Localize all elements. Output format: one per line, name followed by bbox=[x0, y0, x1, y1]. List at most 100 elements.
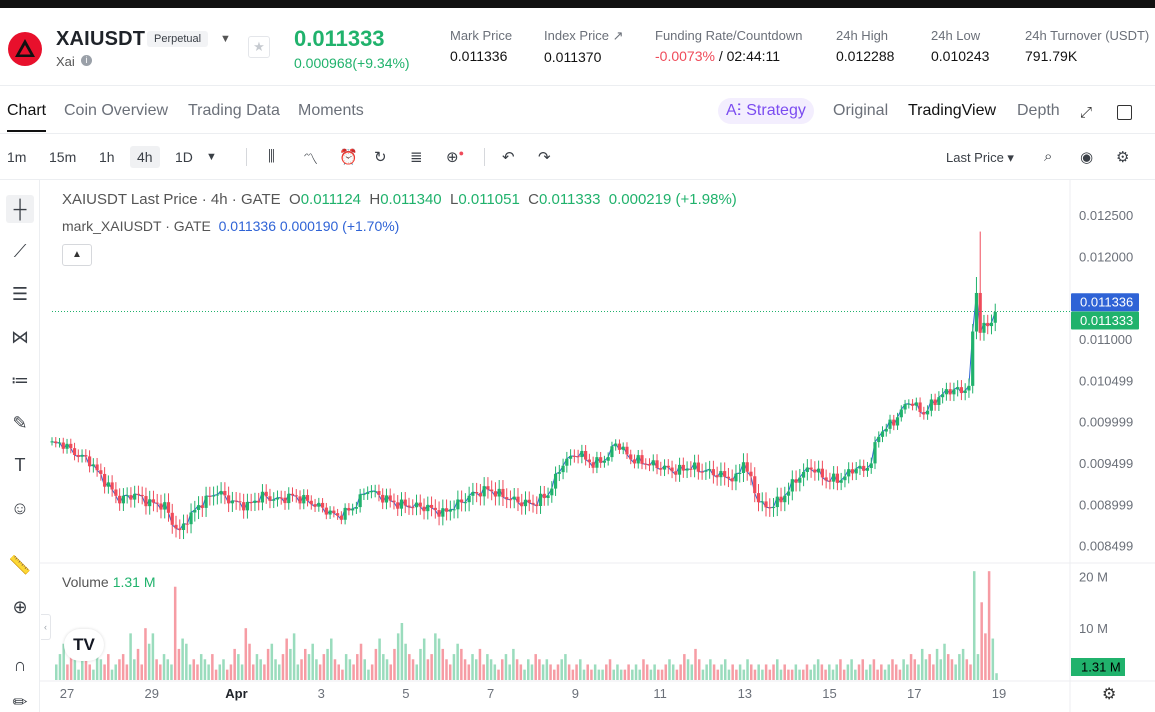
volume-bar bbox=[404, 643, 407, 680]
fib-icon[interactable]: ≔ bbox=[11, 370, 29, 390]
candle-body bbox=[873, 442, 877, 464]
indicators-icon[interactable]: 〽 bbox=[303, 151, 319, 168]
volume-bar bbox=[943, 643, 946, 680]
candle-body bbox=[324, 507, 328, 515]
x-tick-label: 17 bbox=[907, 686, 921, 701]
interval-1d[interactable]: 1D bbox=[175, 149, 193, 165]
candle-body bbox=[444, 508, 449, 512]
gear-icon[interactable]: ⚙ bbox=[1116, 149, 1130, 166]
interval-1h[interactable]: 1h bbox=[99, 149, 115, 165]
candle-body bbox=[230, 500, 234, 504]
volume-bar bbox=[456, 643, 459, 680]
volume-bar bbox=[954, 664, 957, 680]
volume-bar bbox=[891, 659, 894, 680]
view-tradingview[interactable]: TradingView bbox=[908, 102, 997, 119]
stat-index-price[interactable]: Index Price ↗ 0.011370 bbox=[544, 28, 624, 65]
candle-body bbox=[542, 493, 546, 499]
candle-body bbox=[87, 456, 92, 467]
legend-collapse-button[interactable]: ▲ bbox=[62, 244, 92, 266]
horizontal-lines-icon[interactable]: ☰ bbox=[11, 284, 29, 304]
templates-icon[interactable]: ≣ bbox=[410, 149, 423, 166]
volume-bar bbox=[296, 664, 300, 680]
view-original[interactable]: Original bbox=[833, 102, 889, 119]
volume-bar bbox=[571, 669, 575, 680]
interval-4h[interactable]: 4h bbox=[130, 146, 160, 168]
candle-body bbox=[148, 499, 152, 507]
tab-chart[interactable]: Chart bbox=[7, 102, 47, 119]
tab-trading-data[interactable]: Trading Data bbox=[188, 102, 280, 119]
candle-type-icon[interactable]: ⫼ bbox=[268, 148, 275, 165]
emoji-icon[interactable]: ☺ bbox=[10, 498, 30, 518]
volume-bar bbox=[991, 638, 995, 680]
ruler-icon[interactable]: 📏 bbox=[8, 555, 32, 575]
brush-icon[interactable]: ✎ bbox=[12, 413, 28, 433]
candle-body bbox=[133, 493, 137, 500]
volume-bar bbox=[920, 648, 924, 680]
chevron-down-icon[interactable]: ▼ bbox=[220, 33, 231, 45]
favorite-star-button[interactable]: ★ bbox=[248, 36, 270, 58]
candle-body bbox=[982, 322, 986, 333]
interval-dropdown-icon[interactable]: ▼ bbox=[206, 151, 217, 163]
trend-line-icon[interactable]: ⟋ bbox=[13, 241, 27, 261]
active-tab-underline bbox=[7, 130, 46, 132]
strategy-button[interactable]: Aⵗ Strategy bbox=[718, 98, 814, 124]
volume-bar bbox=[185, 643, 188, 680]
price-type-dropdown[interactable]: Last Price ▾ bbox=[946, 150, 1014, 165]
candle-body bbox=[328, 510, 332, 515]
camera-icon[interactable]: ◉ bbox=[1080, 149, 1094, 166]
volume-bar bbox=[731, 664, 734, 680]
zoom-in-icon[interactable]: ⊕ bbox=[12, 597, 28, 617]
search-icon[interactable]: ⌕ bbox=[1044, 148, 1053, 165]
toolbar-collapse-handle[interactable]: ‹ bbox=[41, 614, 51, 640]
candle-body bbox=[366, 492, 370, 495]
volume-bar bbox=[987, 571, 991, 680]
volume-bar bbox=[523, 669, 526, 680]
content-tabs: Chart Coin Overview Trading Data Moments… bbox=[0, 86, 1155, 134]
xai-logo-icon bbox=[8, 32, 42, 66]
candle-body bbox=[925, 410, 930, 415]
candle-body bbox=[61, 442, 65, 449]
window-icon[interactable] bbox=[1117, 105, 1132, 120]
candle-body bbox=[685, 468, 689, 471]
candle-body bbox=[989, 322, 994, 327]
y-tick-label: 0.012000 bbox=[1079, 249, 1133, 264]
volume-bar bbox=[623, 669, 627, 680]
candle-body bbox=[54, 441, 58, 443]
volume-bar bbox=[125, 664, 129, 680]
candle-body bbox=[373, 491, 377, 493]
candle-body bbox=[775, 496, 779, 508]
replay-icon[interactable]: ↻ bbox=[374, 149, 387, 166]
candle-body bbox=[110, 482, 114, 490]
volume-bar bbox=[426, 659, 430, 680]
info-icon[interactable]: i bbox=[81, 55, 92, 66]
volume-bar bbox=[798, 669, 801, 680]
add-plus-icon[interactable]: ⊕● bbox=[446, 148, 465, 166]
view-depth[interactable]: Depth bbox=[1017, 102, 1060, 119]
symbol-name[interactable]: XAIUSDT bbox=[56, 28, 146, 50]
magnet-icon[interactable]: ∩ bbox=[13, 655, 27, 675]
volume-bar bbox=[374, 648, 378, 680]
tab-moments[interactable]: Moments bbox=[298, 102, 364, 119]
expand-icon[interactable]: ⤢ bbox=[1080, 104, 1093, 121]
pencil-icon[interactable]: ✏ bbox=[12, 692, 28, 712]
candle-body bbox=[238, 501, 242, 503]
candle-body bbox=[279, 497, 283, 499]
tradingview-logo: TV bbox=[64, 629, 104, 661]
interval-15m[interactable]: 15m bbox=[49, 149, 77, 165]
candle-body bbox=[584, 450, 588, 460]
tab-coin-overview[interactable]: Coin Overview bbox=[64, 102, 169, 119]
interval-1m[interactable]: 1m bbox=[7, 149, 27, 165]
volume-bar bbox=[701, 669, 705, 680]
text-icon[interactable]: T bbox=[14, 455, 26, 475]
pattern-icon[interactable]: ⋈ bbox=[11, 327, 29, 347]
undo-icon[interactable]: ↶ bbox=[502, 149, 515, 166]
candle-body bbox=[185, 523, 189, 525]
volume-bar bbox=[854, 669, 857, 680]
volume-bar bbox=[199, 654, 203, 680]
redo-icon[interactable]: ↷ bbox=[538, 149, 551, 166]
crosshair-icon[interactable]: ┼ bbox=[6, 195, 34, 223]
chart-settings-icon[interactable]: ⚙ bbox=[1102, 686, 1117, 703]
alert-icon[interactable]: ⏰ bbox=[339, 149, 358, 166]
perpetual-badge: Perpetual bbox=[147, 31, 209, 47]
